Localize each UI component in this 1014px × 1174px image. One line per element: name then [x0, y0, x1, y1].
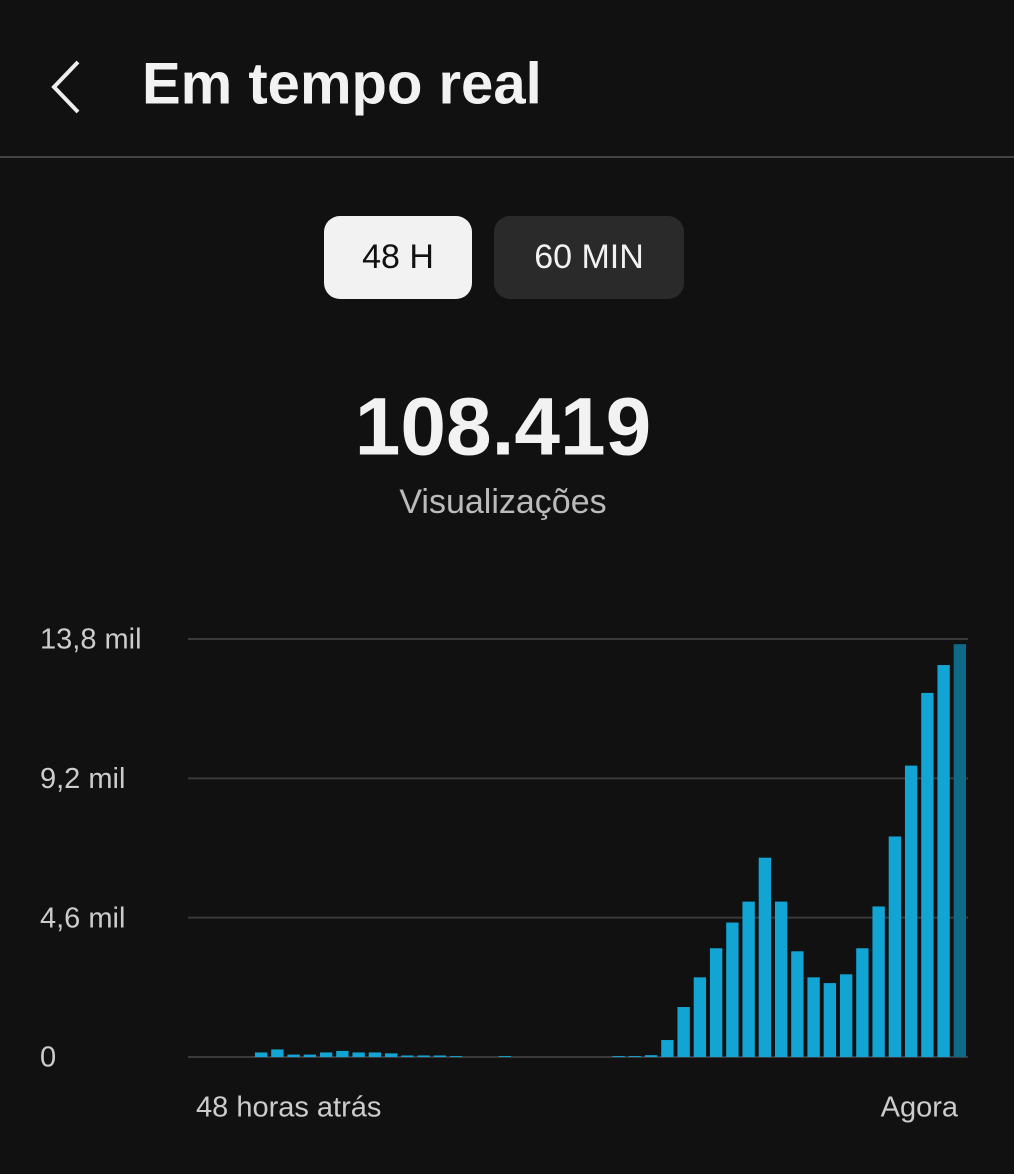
bar: [498, 1056, 512, 1057]
bar: [401, 1055, 414, 1057]
bar: [677, 1007, 690, 1057]
bar: [921, 692, 934, 1057]
bar: [709, 948, 723, 1057]
y-tick-label: 13,8 mil: [40, 624, 142, 656]
bar: [953, 644, 967, 1057]
tab-60min[interactable]: [494, 216, 684, 299]
tab-label[interactable]: 48 H: [362, 238, 434, 276]
bar: [807, 977, 820, 1057]
bar: [839, 974, 853, 1057]
bar: [937, 665, 950, 1057]
bar: [791, 951, 804, 1057]
back-button[interactable]: [51, 60, 80, 114]
x-start-label: 48 horas atrás: [196, 1092, 381, 1124]
bar: [644, 1055, 658, 1057]
bar: [661, 1040, 674, 1057]
bar: [774, 901, 788, 1057]
bar: [433, 1055, 447, 1057]
bar: [742, 901, 755, 1057]
bar: [303, 1054, 317, 1057]
bar: [612, 1056, 625, 1057]
bar: [336, 1050, 349, 1057]
bar: [628, 1056, 642, 1057]
bar: [856, 948, 869, 1057]
bar: [904, 765, 918, 1057]
bar: [271, 1049, 284, 1057]
bar: [758, 857, 772, 1057]
bar: [693, 977, 707, 1057]
bar: [352, 1052, 365, 1057]
bar: [823, 983, 837, 1057]
total-label: Visualizações: [399, 483, 606, 521]
y-tick-label: 9,2 mil: [40, 763, 125, 795]
tab-48h[interactable]: [324, 216, 472, 299]
bar: [254, 1052, 268, 1057]
bar: [417, 1055, 430, 1057]
bar: [287, 1054, 300, 1057]
total-views: 108.419: [355, 382, 651, 473]
y-tick-label: 0: [40, 1042, 56, 1074]
page-title: Em tempo real: [142, 51, 542, 116]
bar: [449, 1056, 463, 1057]
bar: [726, 922, 739, 1057]
bar: [319, 1052, 333, 1057]
x-end-label: Agora: [881, 1092, 959, 1124]
bar: [368, 1052, 382, 1057]
bar: [872, 906, 885, 1057]
tab-label[interactable]: 60 MIN: [534, 238, 644, 276]
bar: [384, 1053, 398, 1057]
bar: [888, 836, 902, 1057]
y-tick-label: 4,6 mil: [40, 902, 125, 934]
